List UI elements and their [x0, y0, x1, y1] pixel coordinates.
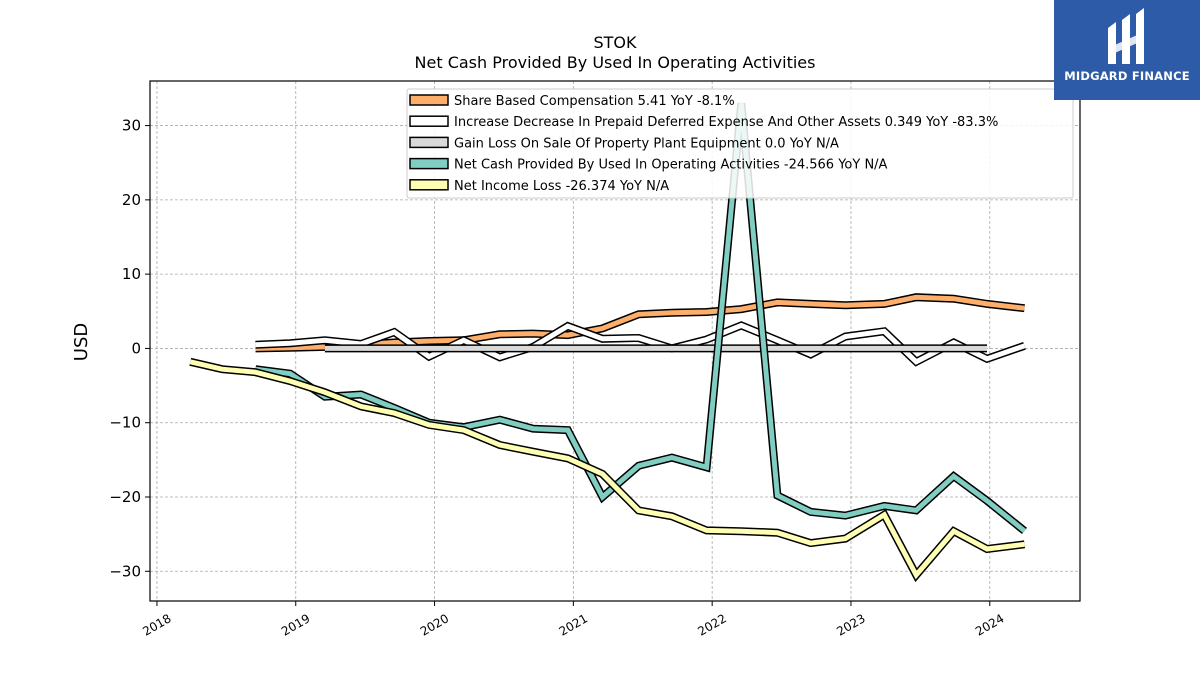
series-lines — [189, 102, 1028, 583]
series-line-4 — [254, 102, 1028, 535]
x-tick-label: 2018 — [140, 611, 173, 638]
legend-entry-label: Share Based Compensation 5.41 YoY -8.1% — [454, 94, 735, 109]
chart-subtitle: Net Cash Provided By Used In Operating A… — [415, 53, 816, 72]
y-axis-ticks: 30 20 10 0 −10 −20 −30 — [109, 117, 150, 580]
midgard-logo-icon — [1108, 8, 1144, 64]
legend-swatch — [409, 94, 449, 106]
series-line-stroke — [189, 359, 1025, 580]
x-tick-label: 2019 — [279, 611, 312, 638]
y-tick-label: −30 — [109, 562, 141, 580]
legend-swatch — [409, 179, 449, 191]
y-tick-label: −20 — [109, 488, 141, 506]
y-tick-label: 10 — [122, 265, 141, 283]
y-tick-label: 20 — [122, 191, 141, 209]
brand-logo: MIDGARD FINANCE — [1054, 0, 1200, 100]
x-axis-ticks: 2018 2019 2020 2021 2022 2023 2024 — [140, 601, 1007, 639]
series-line-stroke — [255, 294, 1025, 351]
legend-entry-label: Net Income Loss -26.374 YoY N/A — [454, 179, 669, 194]
y-tick-label: 0 — [131, 339, 141, 357]
legend: Share Based Compensation 5.41 YoY -8.1% I… — [406, 88, 1074, 199]
series-line-1 — [255, 293, 1025, 353]
x-tick-label: 2024 — [973, 611, 1006, 638]
y-tick-label: 30 — [122, 117, 141, 135]
series-line-stroke — [255, 322, 1026, 365]
legend-swatch — [409, 136, 449, 149]
series-line-stroke — [255, 103, 1027, 533]
x-tick-label: 2023 — [834, 611, 867, 638]
series-line-5 — [189, 357, 1025, 583]
legend-entry-label: Gain Loss On Sale Of Property Plant Equi… — [454, 136, 839, 151]
legend-entry-label: Increase Decrease In Prepaid Deferred Ex… — [454, 115, 998, 130]
legend-entry-label: Net Cash Provided By Used In Operating A… — [454, 158, 888, 173]
legend-swatch — [409, 157, 449, 170]
series-line-2 — [255, 321, 1026, 367]
x-tick-label: 2020 — [418, 611, 451, 638]
legend-swatch — [409, 115, 449, 127]
chart-title: STOK — [593, 33, 637, 52]
legend-box — [406, 88, 1074, 199]
y-tick-label: −10 — [109, 414, 141, 432]
x-tick-label: 2021 — [557, 611, 590, 638]
y-axis-label: USD — [71, 323, 92, 361]
plot-frame — [149, 80, 1081, 602]
brand-name: MIDGARD FINANCE — [1064, 69, 1190, 83]
x-tick-label: 2022 — [695, 611, 728, 638]
